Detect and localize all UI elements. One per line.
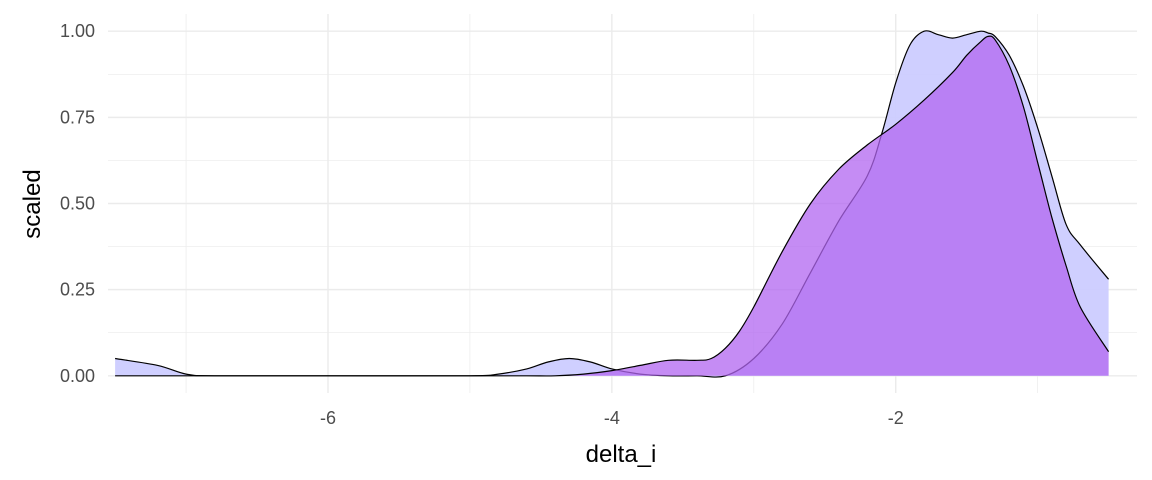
density-line-series-2 — [115, 35, 1110, 377]
x-tick-label: -6 — [320, 408, 336, 428]
x-tick-label: -2 — [888, 408, 904, 428]
density-areas — [115, 30, 1110, 378]
y-tick-label: 0.75 — [60, 107, 95, 127]
x-axis-tick-labels: -6 -4 -2 — [320, 408, 904, 428]
y-tick-label: 1.00 — [60, 21, 95, 41]
x-axis-title: delta_i — [586, 441, 657, 468]
y-axis-tick-labels: 0.00 0.25 0.50 0.75 1.00 — [60, 21, 95, 386]
y-tick-label: 0.50 — [60, 194, 95, 214]
y-tick-label: 0.00 — [60, 366, 95, 386]
y-tick-label: 0.25 — [60, 280, 95, 300]
y-axis-title: scaled — [19, 169, 46, 238]
x-tick-label: -4 — [604, 408, 620, 428]
density-area-series-2 — [115, 36, 1109, 376]
